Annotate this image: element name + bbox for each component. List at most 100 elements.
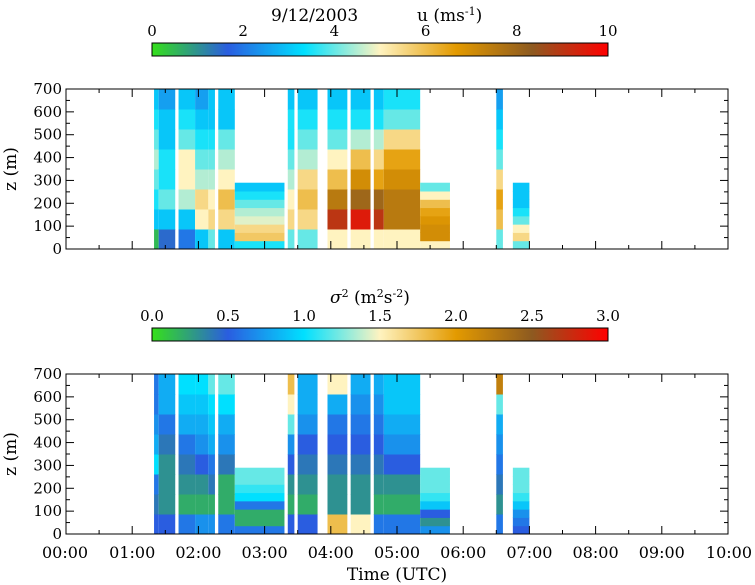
heatmap-cell	[287, 189, 295, 210]
y-tick-label: 200	[33, 479, 62, 497]
panel-2-heatmap	[154, 374, 530, 535]
heatmap-cell	[383, 209, 421, 230]
heatmap-cell	[373, 394, 384, 415]
heatmap-cell	[350, 374, 371, 395]
heatmap-cell	[297, 89, 318, 110]
colorbar-2-unit-exp1: 2	[377, 287, 384, 300]
colorbar-tick-label: 0	[147, 22, 157, 40]
y-tick-label: 200	[33, 194, 62, 212]
colorbar-1-label: u (ms-1)	[417, 5, 482, 26]
heatmap-cell	[208, 189, 215, 210]
heatmap-cell	[496, 434, 503, 455]
heatmap-cell	[178, 209, 196, 230]
heatmap-cell	[327, 514, 348, 535]
heatmap-cell	[158, 229, 176, 250]
heatmap-cell	[287, 169, 295, 190]
heatmap-cell	[327, 169, 348, 190]
heatmap-cell	[218, 374, 235, 395]
heatmap-cell	[297, 109, 318, 130]
panel-1-heatmap	[154, 89, 530, 250]
heatmap-cell	[373, 374, 384, 395]
heatmap-cell	[297, 434, 318, 455]
y-tick-label: 600	[33, 388, 62, 406]
middle-header: σ2 (m2s-2) 0.0 0.5 1.0 1.5 2.0 2.5 3.0	[140, 287, 620, 342]
y-tick-label: 0	[52, 525, 62, 543]
heatmap-cell	[327, 209, 348, 230]
heatmap-cell	[297, 129, 318, 150]
heatmap-cell	[383, 129, 421, 150]
heatmap-cell	[154, 189, 159, 210]
x-tick-label: 00:00	[42, 543, 88, 562]
heatmap-cell	[420, 467, 450, 477]
heatmap-cell	[512, 182, 530, 192]
y-tick-label: 100	[33, 502, 62, 520]
heatmap-cell	[373, 474, 384, 495]
heatmap-cell	[350, 394, 371, 415]
heatmap-cell	[234, 182, 285, 192]
heatmap-cell	[218, 229, 235, 250]
heatmap-cell	[327, 434, 348, 455]
heatmap-cell	[327, 454, 348, 475]
heatmap-cell	[178, 494, 196, 515]
colorbar-2-unit-exp2: -2	[393, 287, 404, 300]
heatmap-cell	[350, 414, 371, 435]
heatmap-cell	[383, 374, 421, 395]
heatmap-cell	[158, 374, 176, 395]
heatmap-cell	[208, 374, 215, 395]
heatmap-cell	[287, 434, 295, 455]
heatmap-cell	[158, 89, 176, 110]
heatmap-cell	[178, 394, 196, 415]
heatmap-cell	[383, 514, 421, 535]
heatmap-cell	[327, 394, 348, 415]
colorbar-2-ticks: 0.0 0.5 1.0 1.5 2.0 2.5 3.0	[140, 307, 620, 325]
heatmap-cell	[218, 109, 235, 130]
y-tick-label: 600	[33, 103, 62, 121]
heatmap-cell	[234, 484, 285, 494]
y-tick-label: 500	[33, 411, 62, 429]
y-tick-label: 700	[33, 80, 62, 98]
heatmap-cell	[154, 474, 159, 495]
heatmap-cell	[178, 149, 196, 170]
colorbar-1-var: u	[417, 6, 428, 26]
heatmap-cell	[512, 232, 530, 242]
heatmap-cell	[383, 189, 421, 210]
heatmap-cell	[297, 189, 318, 210]
x-tick-label: 04:00	[308, 543, 354, 562]
heatmap-cell	[158, 434, 176, 455]
heatmap-cell	[512, 191, 530, 200]
heatmap-cell	[287, 414, 295, 435]
heatmap-cell	[154, 209, 159, 230]
heatmap-cell	[218, 514, 235, 535]
colorbar-2-unit-mid: s	[384, 288, 393, 308]
colorbar-tick-label: 2	[238, 22, 248, 40]
heatmap-cell	[420, 182, 450, 192]
heatmap-cell	[154, 374, 159, 395]
heatmap-cell	[373, 89, 384, 110]
colorbar-1	[151, 42, 609, 57]
heatmap-cell	[420, 492, 450, 502]
heatmap-cell	[287, 494, 295, 515]
y-tick-label: 400	[33, 149, 62, 167]
panel-2: 0 100 200 300 400 500 600 700 00:00 01:00 02:00 03…	[1, 365, 752, 585]
colorbar-1-unit-exp: -1	[465, 5, 476, 18]
heatmap-cell	[158, 414, 176, 435]
heatmap-cell	[383, 394, 421, 415]
heatmap-cell	[154, 89, 159, 110]
x-tick-label: 05:00	[374, 543, 420, 562]
heatmap-cell	[208, 494, 215, 515]
heatmap-cell	[195, 374, 209, 395]
heatmap-cell	[218, 414, 235, 435]
heatmap-cell	[512, 240, 530, 250]
heatmap-cell	[496, 149, 503, 170]
colorbar-2-unit-base: m	[361, 288, 377, 308]
heatmap-cell	[420, 525, 450, 535]
heatmap-cell	[512, 476, 530, 485]
heatmap-cell	[383, 494, 421, 515]
heatmap-cell	[420, 509, 450, 518]
top-header: 9/12/2003 u (ms-1) 0 2 4 6 8 10	[147, 5, 618, 57]
heatmap-cell	[208, 109, 215, 130]
heatmap-cell	[297, 514, 318, 535]
heatmap-cell	[234, 199, 285, 209]
y-tick-label: 300	[33, 456, 62, 474]
heatmap-cell	[350, 109, 371, 130]
